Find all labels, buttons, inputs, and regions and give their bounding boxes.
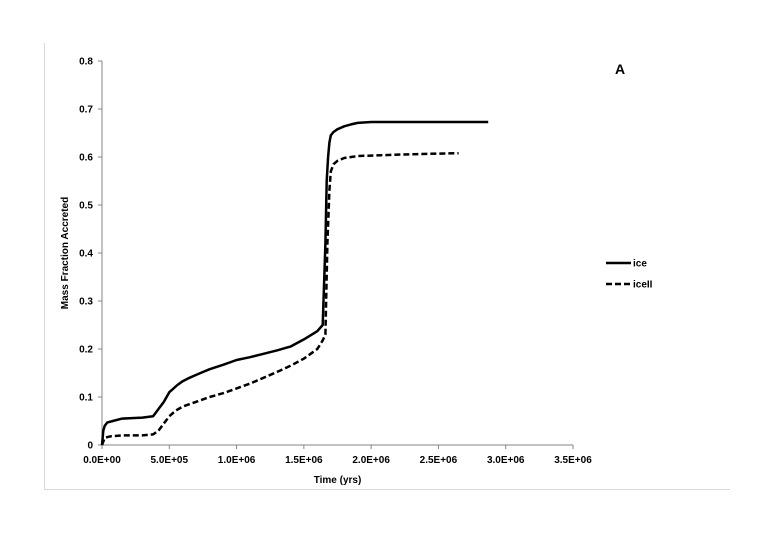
y-tick-label: 0.4	[79, 249, 93, 260]
y-axis-title: Mass Fraction Accreted	[60, 197, 71, 309]
x-tick-label: 3.5E+06	[554, 455, 592, 466]
y-ticks: 0 0.1 0.2 0.3 0.4 0.5 0.6 0.7 0.8	[79, 57, 102, 452]
x-axis-title: Time (yrs)	[314, 475, 362, 486]
y-tick-label: 0	[87, 441, 93, 452]
x-tick-label: 2.0E+06	[352, 455, 390, 466]
y-tick-label: 0.6	[79, 153, 93, 164]
x-tick-label: 1.5E+06	[285, 455, 323, 466]
x-tick-label: 0.0E+00	[83, 455, 121, 466]
legend: ice iceII	[606, 259, 653, 291]
chart-frame	[44, 43, 730, 490]
x-tick-label: 1.0E+06	[218, 455, 256, 466]
x-tick-label: 3.0E+06	[487, 455, 525, 466]
panel-label: A	[615, 61, 625, 77]
y-tick-label: 0.1	[79, 393, 93, 404]
y-tick-label: 0.3	[79, 297, 93, 308]
y-tick-label: 0.8	[79, 57, 93, 68]
legend-label-iceII: iceII	[633, 280, 653, 291]
y-tick-label: 0.7	[79, 105, 93, 116]
x-tick-label: 2.5E+06	[420, 455, 458, 466]
y-tick-label: 0.5	[79, 201, 93, 212]
series-line-iceII	[100, 151, 459, 446]
legend-label-ice: ice	[633, 259, 647, 270]
series-layer	[100, 120, 489, 446]
x-tick-label: 5.0E+05	[151, 455, 189, 466]
y-tick-label: 0.2	[79, 345, 93, 356]
axes	[101, 61, 573, 446]
series-line-ice	[100, 120, 489, 446]
x-ticks: 0.0E+00 5.0E+05 1.0E+06 1.5E+06 2.0E+06 2.5E+…	[83, 445, 592, 466]
